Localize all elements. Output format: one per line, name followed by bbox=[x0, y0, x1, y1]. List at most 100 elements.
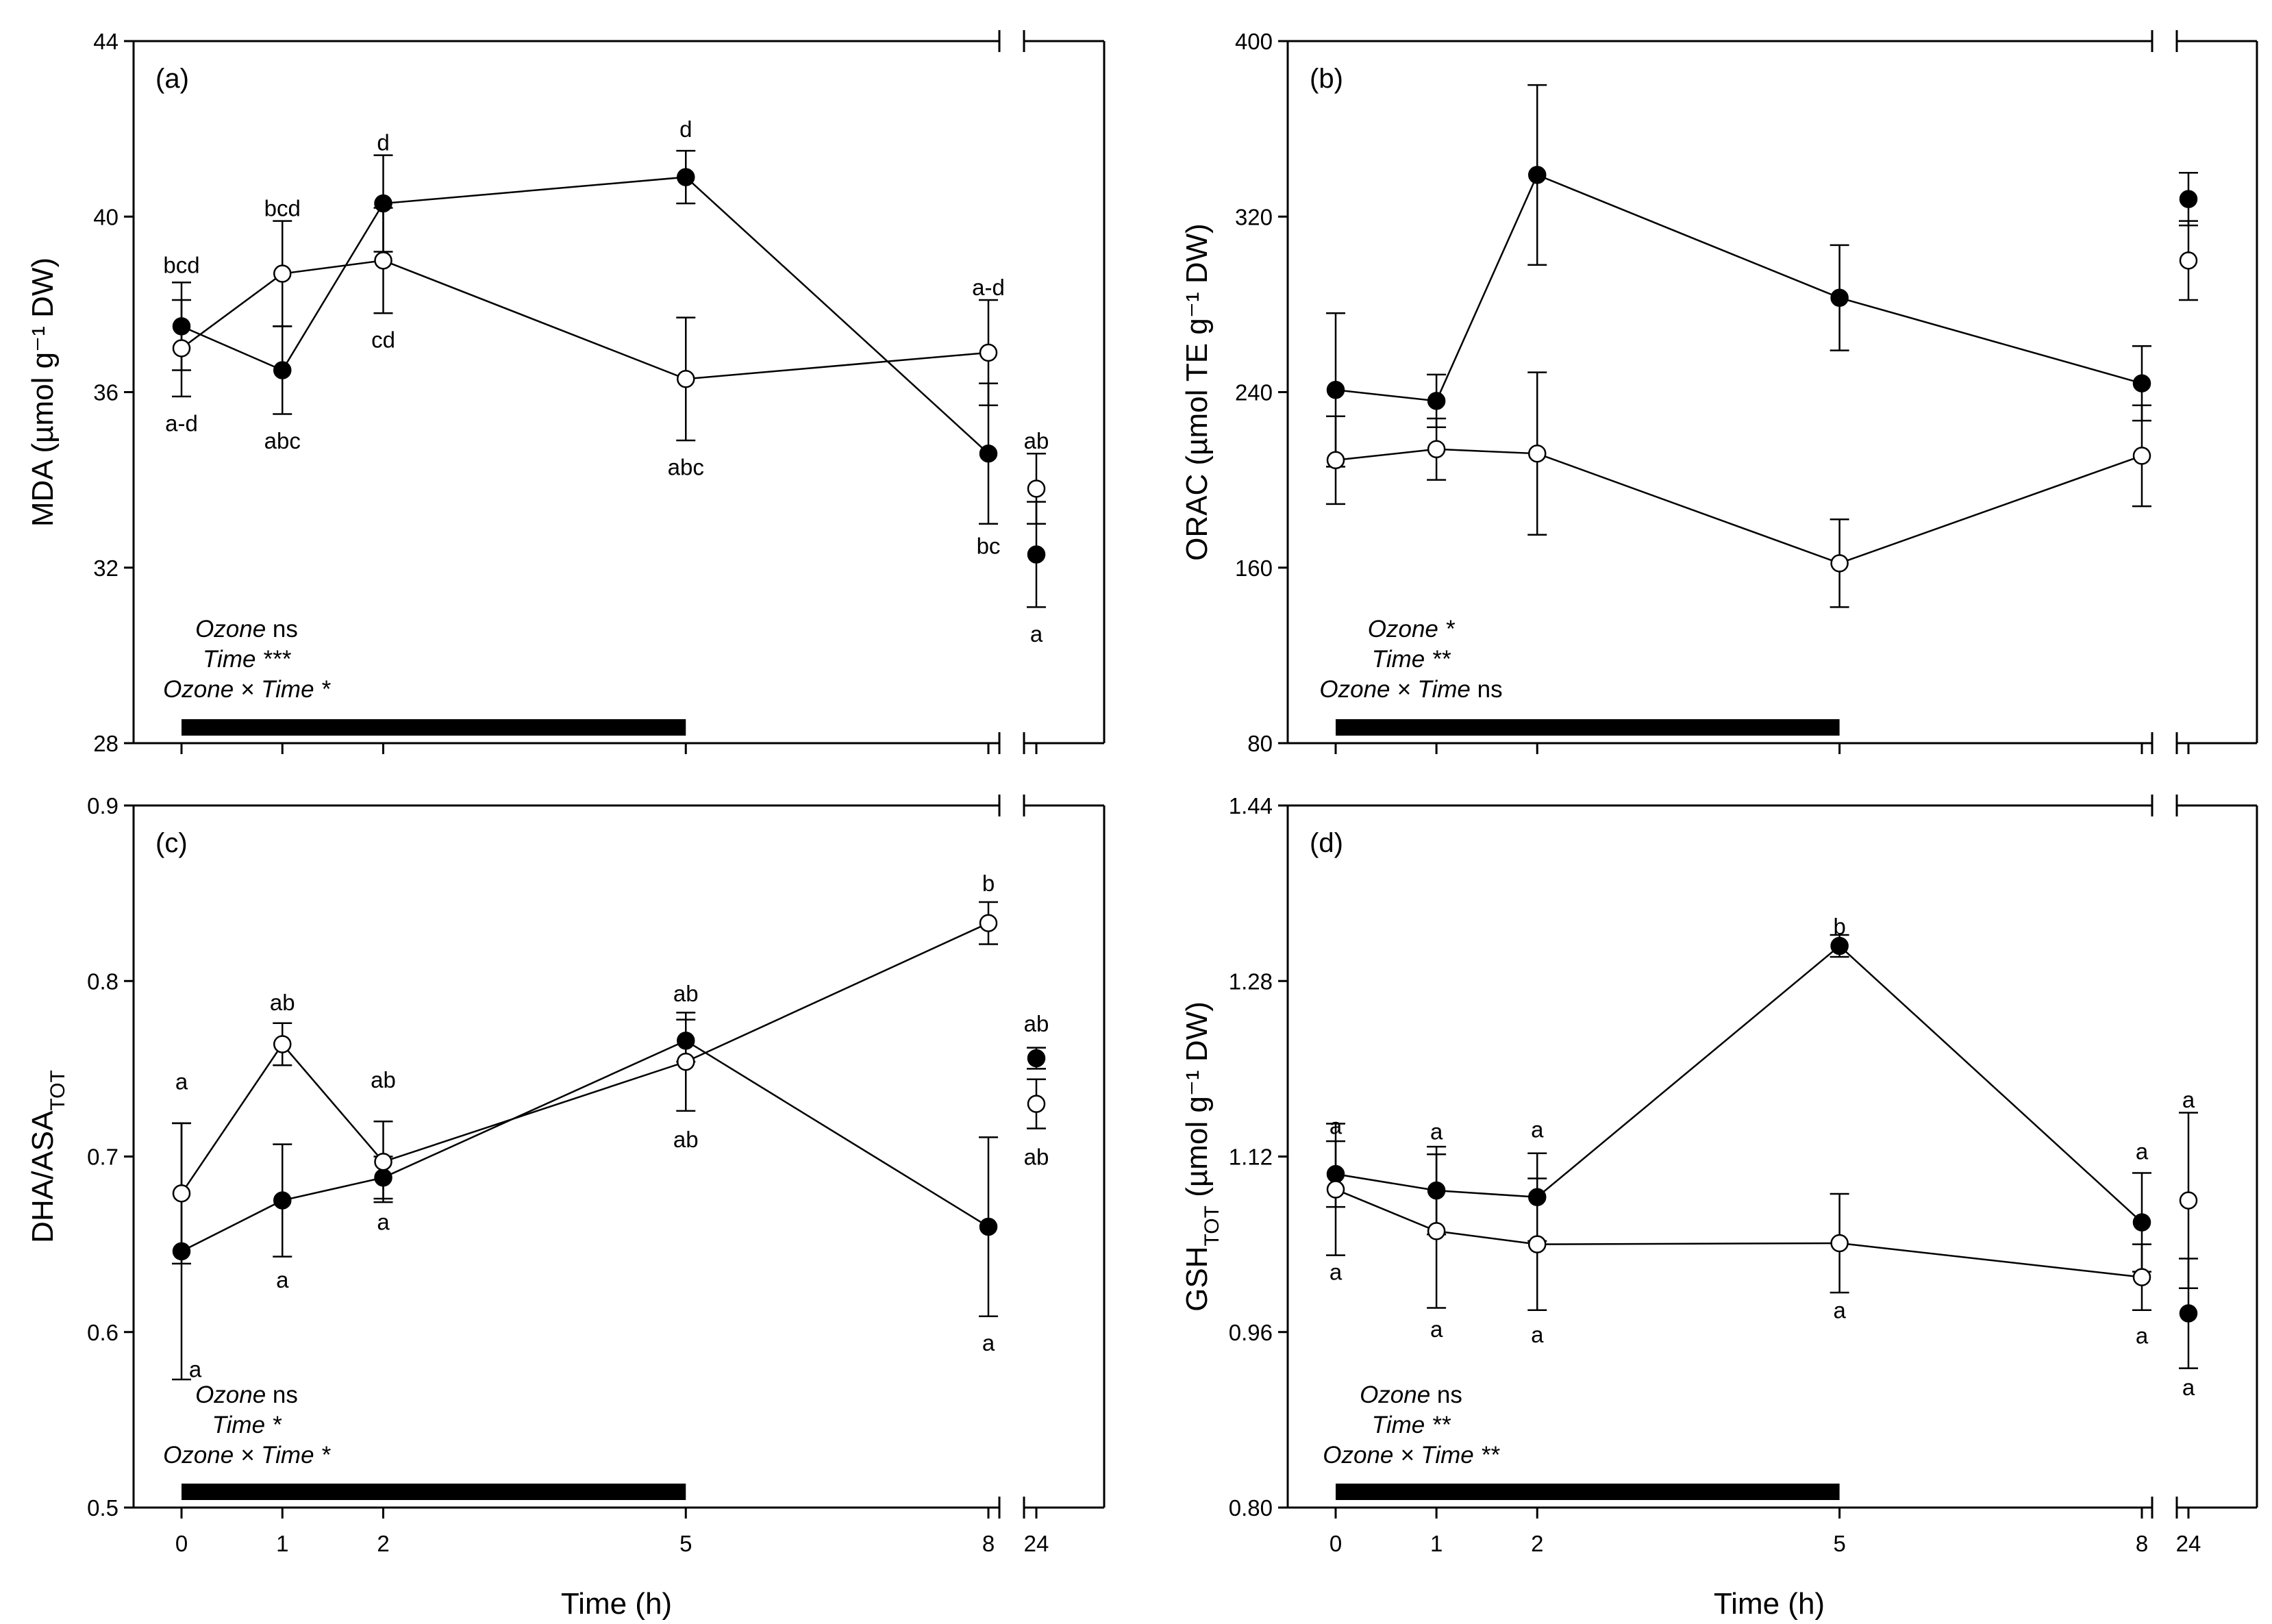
ozone-exposure-bar bbox=[182, 719, 686, 736]
x-tick-label: 1 bbox=[276, 1531, 288, 1556]
stat-segment: Ozone bbox=[195, 1382, 266, 1408]
open-marker bbox=[1830, 1234, 1849, 1253]
filled-marker bbox=[1528, 1188, 1547, 1207]
open-marker bbox=[172, 1184, 191, 1203]
open-marker bbox=[273, 264, 292, 283]
significance-letter: a bbox=[1330, 1260, 1343, 1285]
stat-segment: Ozone bbox=[1360, 1382, 1430, 1408]
panel-label: (a) bbox=[155, 64, 189, 94]
filled-marker bbox=[2132, 1213, 2151, 1232]
filled-marker bbox=[1427, 392, 1446, 410]
significance-letter: a bbox=[2136, 1323, 2149, 1349]
significance-letter: a bbox=[377, 1209, 390, 1234]
open-marker bbox=[979, 914, 998, 932]
y-tick-label: 1.12 bbox=[1229, 1145, 1273, 1170]
significance-letter: a bbox=[1430, 1119, 1443, 1145]
significance-letter: ab bbox=[1024, 428, 1049, 453]
open-marker bbox=[2132, 1268, 2151, 1286]
x-tick-label: 24 bbox=[1024, 1531, 1049, 1556]
stat-segment: ns bbox=[1430, 1382, 1462, 1408]
x-tick-label: 0 bbox=[1330, 1531, 1342, 1556]
y-axis-title-subscript: TOT bbox=[47, 1070, 69, 1110]
x-tick-label: 5 bbox=[679, 1531, 692, 1556]
significance-letter: a bbox=[1030, 621, 1043, 647]
panel-c: 0.5 0.6 0.7 0.8 0.9 0 1 2 5 8 24 DHA/ASATOT (c) Ozone… bbox=[26, 793, 1106, 1556]
series-line-filled bbox=[1335, 173, 2143, 402]
x-tick-label: 8 bbox=[982, 1531, 995, 1556]
y-tick-label: 36 bbox=[93, 380, 118, 405]
filled-marker bbox=[2179, 190, 2198, 208]
significance-letter: ab bbox=[673, 1127, 699, 1152]
stat-line: Time ** bbox=[1372, 646, 1451, 673]
open-marker bbox=[677, 370, 695, 388]
open-marker bbox=[2132, 447, 2151, 465]
x-tick-label: 2 bbox=[377, 1531, 389, 1556]
ozone-exposure-bar bbox=[1336, 719, 1840, 736]
y-tick-label: 32 bbox=[93, 555, 118, 581]
significance-letter: a bbox=[982, 1330, 995, 1356]
filled-marker bbox=[979, 444, 998, 463]
stat-line: Time ** bbox=[1372, 1412, 1451, 1438]
stat-segment: Ozone * bbox=[1368, 616, 1456, 642]
filled-marker bbox=[1528, 166, 1547, 184]
significance-letter: b bbox=[1833, 914, 1845, 939]
y-axis-title: MDA (µmol g⁻¹ DW) bbox=[26, 258, 60, 527]
series-line-filled bbox=[1335, 945, 2143, 1223]
x-tick-label: 5 bbox=[1833, 1531, 1845, 1556]
stat-segment: Time * bbox=[212, 1412, 282, 1438]
significance-letter: a bbox=[2182, 1087, 2195, 1112]
stat-segment: ns bbox=[1471, 676, 1503, 703]
significance-letter: d bbox=[679, 116, 692, 142]
stat-line: Ozone × Time ** bbox=[1323, 1442, 1500, 1469]
open-marker bbox=[1326, 451, 1345, 470]
x-tick-label: 2 bbox=[1531, 1531, 1543, 1556]
stat-segment: Ozone × Time bbox=[1319, 676, 1470, 703]
significance-letter: a-d bbox=[972, 275, 1005, 300]
stat-line: Ozone * bbox=[1368, 616, 1456, 642]
panel-label: (d) bbox=[1310, 828, 1343, 858]
stat-segment: Time ** bbox=[1372, 646, 1451, 673]
stat-segment: Ozone × Time * bbox=[163, 1442, 331, 1469]
significance-letter: ab bbox=[371, 1067, 396, 1092]
open-marker bbox=[1830, 554, 1849, 573]
series-line-open bbox=[1335, 448, 2143, 564]
y-tick-label: 80 bbox=[1247, 731, 1273, 756]
open-marker bbox=[2179, 1191, 2198, 1210]
panel-a: 28 32 36 40 44 MDA (µmol g⁻¹ DW) (a) Ozone ns Ti… bbox=[26, 29, 1106, 756]
y-axis-title-tail: (µmol g⁻¹ DW) bbox=[1180, 1001, 1214, 1205]
y-tick-label: 0.5 bbox=[87, 1495, 118, 1521]
open-marker bbox=[1326, 1180, 1345, 1199]
open-marker bbox=[1528, 1235, 1547, 1253]
y-axis-title: GSHTOT (µmol g⁻¹ DW) bbox=[1180, 1001, 1223, 1312]
filled-marker bbox=[1027, 545, 1046, 564]
filled-marker bbox=[2179, 1304, 2198, 1323]
open-marker bbox=[172, 339, 191, 358]
stat-segment: Ozone × Time ** bbox=[1323, 1442, 1500, 1469]
significance-letter: a bbox=[1531, 1116, 1544, 1142]
filled-marker bbox=[1326, 381, 1345, 399]
significance-letter: a bbox=[1531, 1322, 1544, 1347]
x-axis-title-right: Time (h) bbox=[1714, 1587, 1825, 1621]
stat-line: Ozone ns bbox=[195, 616, 298, 642]
x-tick-label: 1 bbox=[1430, 1531, 1443, 1556]
x-tick-label: 8 bbox=[2136, 1531, 2148, 1556]
stat-line: Ozone ns bbox=[1360, 1382, 1462, 1408]
open-marker bbox=[677, 1052, 695, 1071]
filled-marker bbox=[172, 1242, 191, 1261]
open-marker bbox=[1427, 1222, 1446, 1240]
series-line-open bbox=[1335, 1188, 2143, 1278]
open-marker bbox=[2179, 251, 2198, 270]
panel-label: (b) bbox=[1310, 64, 1343, 94]
significance-letter: bc bbox=[977, 534, 1001, 559]
significance-letter: ab bbox=[1024, 1145, 1049, 1170]
series-line-filled bbox=[181, 176, 989, 455]
significance-letter: a bbox=[1330, 1114, 1343, 1139]
stat-line: Ozone × Time * bbox=[163, 1442, 331, 1469]
significance-letter: ab bbox=[1024, 1011, 1049, 1036]
stat-segment: Time ** bbox=[1372, 1412, 1451, 1438]
y-axis-title: DHA/ASATOT bbox=[26, 1070, 69, 1243]
y-tick-label: 160 bbox=[1235, 555, 1273, 581]
stat-line: Ozone × Time * bbox=[163, 676, 331, 703]
significance-letter: cd bbox=[371, 327, 395, 353]
significance-letter: a bbox=[175, 1069, 188, 1094]
